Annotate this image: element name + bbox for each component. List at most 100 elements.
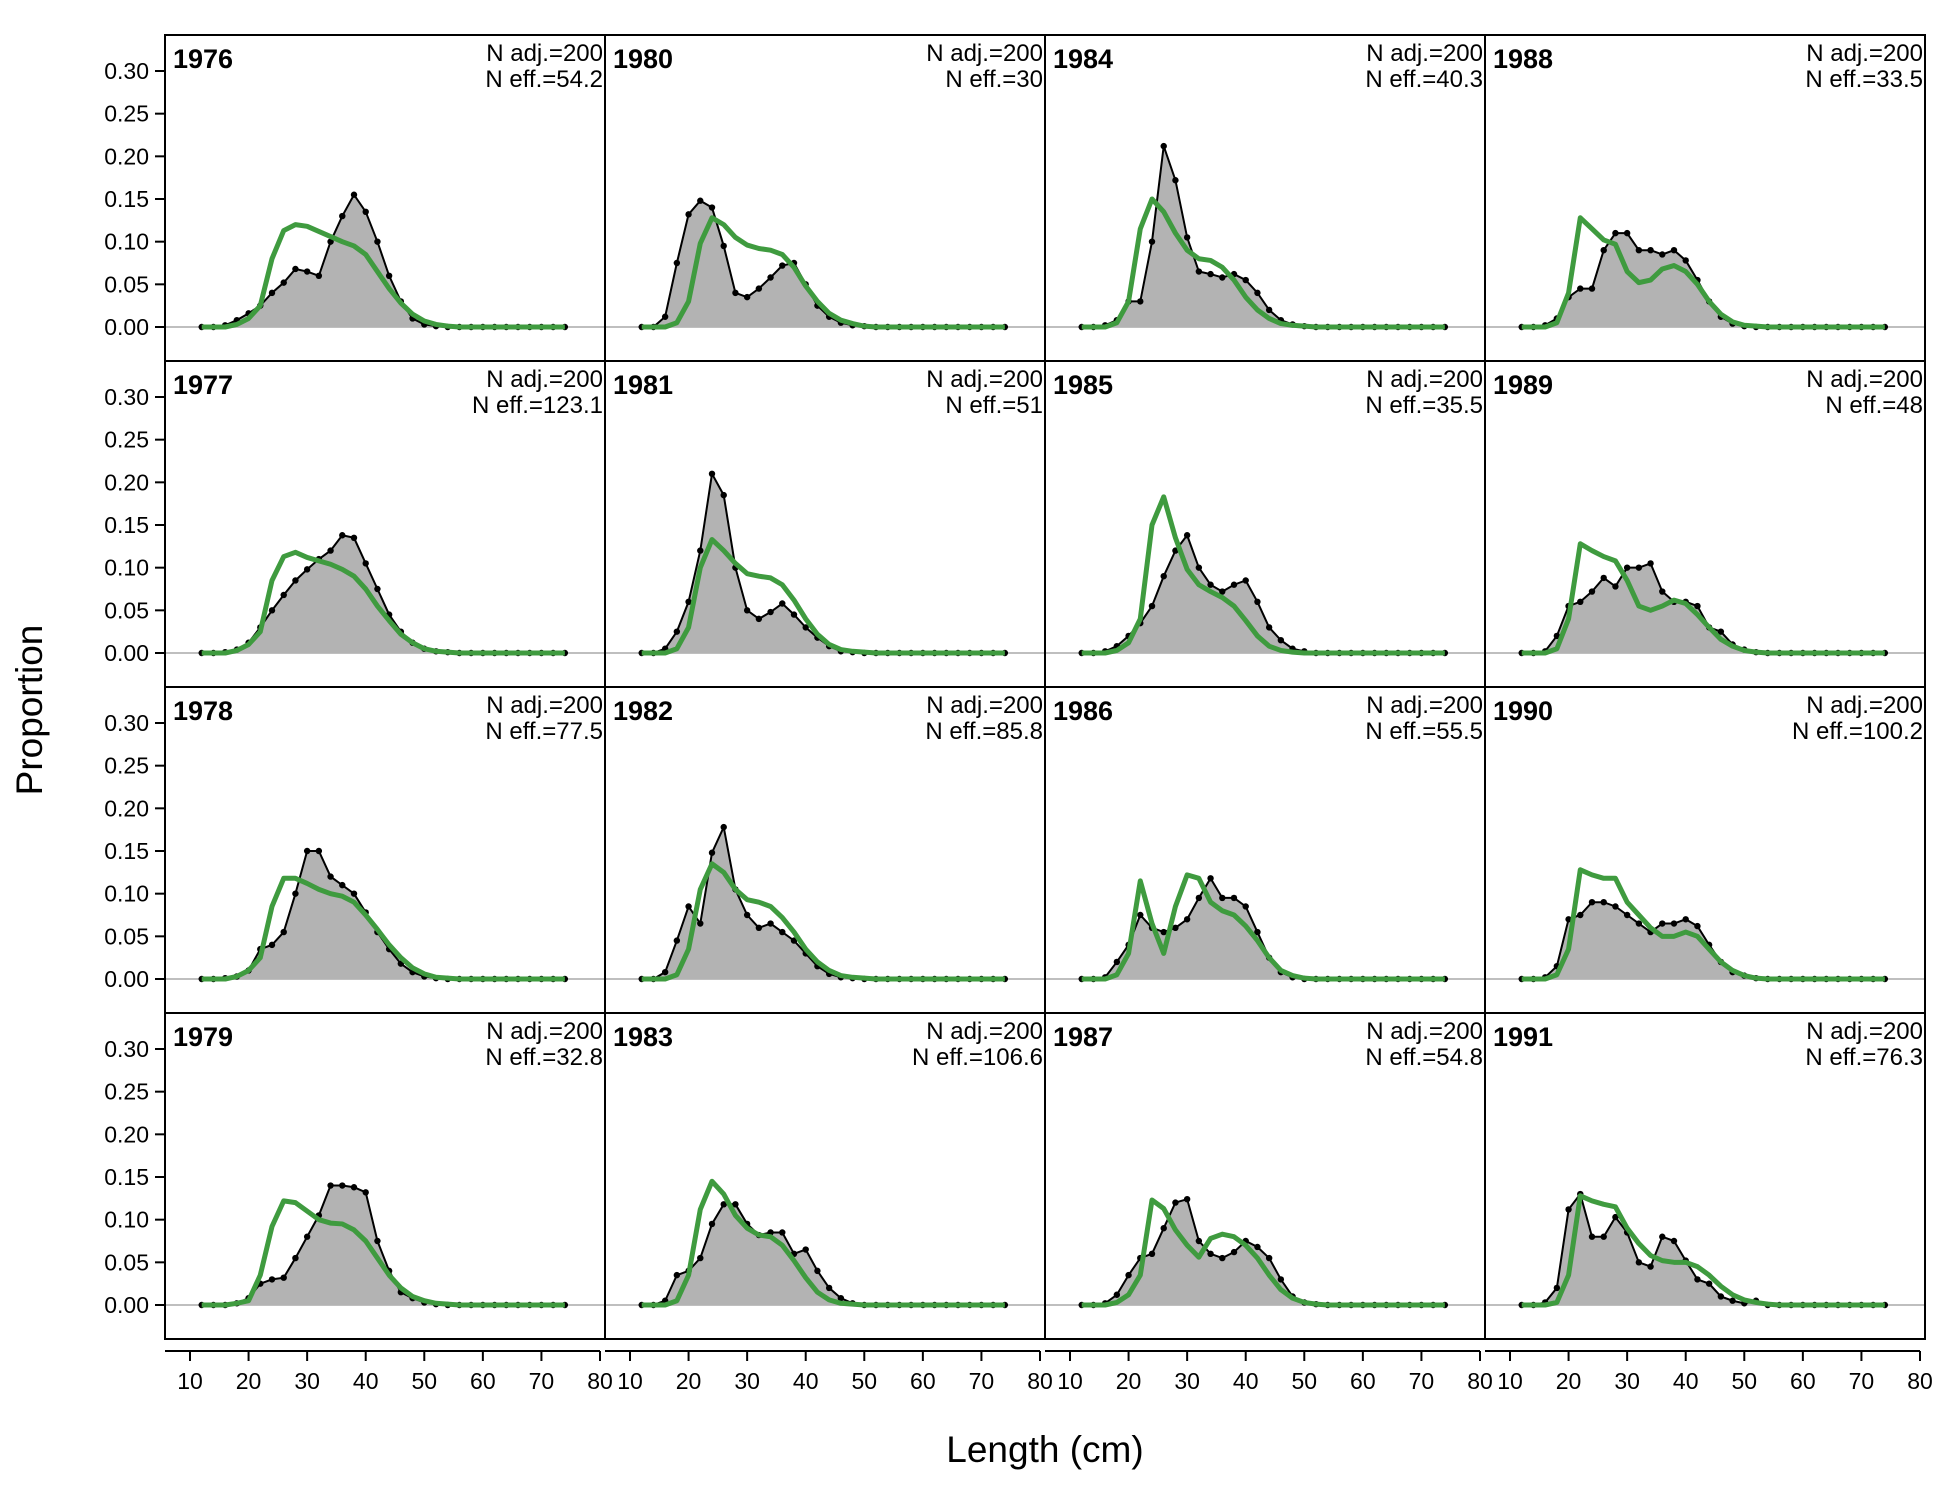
x-tick-label: 50 [851, 1368, 877, 1394]
observed-point [743, 911, 751, 919]
observed-point [1148, 602, 1156, 610]
observed-point [1600, 247, 1607, 254]
observed-area [641, 1204, 1005, 1305]
observed-point [1137, 298, 1144, 305]
y-tick-label: 0.30 [104, 1036, 149, 1062]
observed-area [1081, 146, 1445, 327]
observed-point [1183, 234, 1191, 241]
observed-point [814, 1267, 821, 1275]
panel-year-label: 1989 [1493, 370, 1553, 400]
x-tick-label: 30 [1174, 1368, 1200, 1394]
n-adj-label: N adj.=200 [1366, 40, 1483, 67]
observed-point [1647, 1263, 1654, 1270]
observed-point [1694, 922, 1701, 930]
n-eff-label: N eff.=55.5 [1365, 718, 1483, 745]
x-tick-label: 40 [793, 1368, 819, 1394]
observed-point [1219, 588, 1226, 595]
panel-year-label: 1985 [1053, 370, 1113, 400]
observed-point [374, 1237, 381, 1245]
observed-point [1207, 270, 1214, 278]
observed-point [755, 615, 763, 623]
observed-point [1195, 268, 1203, 275]
x-tick-label: 10 [1497, 1368, 1523, 1394]
observed-point [1207, 875, 1214, 882]
observed-point [1242, 276, 1249, 284]
panel-year-label: 1980 [613, 44, 673, 74]
observed-point [720, 1201, 727, 1208]
n-adj-label: N adj.=200 [1366, 366, 1483, 393]
expected-line [201, 875, 565, 982]
observed-point [1254, 289, 1261, 297]
observed-point [1265, 1254, 1273, 1262]
y-tick-label: 0.25 [104, 427, 149, 453]
observed-point [755, 924, 763, 931]
n-adj-label: N adj.=200 [1366, 1018, 1483, 1045]
observed-point [1219, 1254, 1226, 1262]
observed-area [1521, 1194, 1885, 1305]
observed-point [1183, 916, 1191, 923]
observed-point [720, 823, 727, 831]
observed-point [268, 941, 276, 949]
panel-year-label: 1986 [1053, 696, 1113, 726]
observed-point [268, 607, 276, 614]
observed-point [339, 212, 346, 220]
x-tick-label: 80 [1027, 1368, 1053, 1394]
y-tick-label: 0.00 [104, 1292, 149, 1318]
observed-point [1219, 894, 1226, 902]
observed-point [661, 313, 669, 320]
x-tick-label: 10 [1057, 1368, 1083, 1394]
observed-point [1588, 1233, 1596, 1240]
observed-line [1081, 145, 1445, 328]
x-tick-label: 80 [587, 1368, 613, 1394]
observed-point [1242, 577, 1249, 584]
x-tick-label: 20 [1556, 1368, 1582, 1394]
y-tick-label: 0.05 [104, 597, 149, 623]
y-tick-label: 0.25 [104, 753, 149, 779]
observed-point [1553, 1284, 1561, 1292]
panel-year-label: 1988 [1493, 44, 1553, 74]
expected-line [1081, 1197, 1445, 1308]
n-adj-label: N adj.=200 [1806, 366, 1923, 393]
y-tick-label: 0.00 [104, 640, 149, 666]
x-tick-label: 60 [1790, 1368, 1816, 1394]
observed-point [1670, 247, 1678, 254]
x-axis-title: Length (cm) [946, 1429, 1143, 1470]
n-adj-label: N adj.=200 [486, 40, 603, 67]
x-tick-label: 30 [734, 1368, 760, 1394]
observed-point [1137, 911, 1144, 919]
x-tick-label: 20 [1116, 1368, 1142, 1394]
observed-point [1635, 247, 1643, 254]
observed-point [1254, 1243, 1261, 1251]
observed-point [350, 890, 358, 897]
observed-point [743, 607, 751, 614]
observed-point [1670, 1237, 1678, 1245]
n-eff-label: N eff.=33.5 [1805, 66, 1923, 93]
observed-point [1623, 911, 1631, 919]
observed-point [802, 1246, 809, 1253]
observed-point [1612, 903, 1619, 910]
observed-area [201, 1185, 565, 1305]
y-tick-label: 0.00 [104, 314, 149, 340]
n-eff-label: N eff.=54.8 [1365, 1044, 1483, 1071]
panel-year-label: 1984 [1053, 44, 1113, 74]
y-tick-label: 0.05 [104, 1249, 149, 1275]
x-tick-label: 60 [1350, 1368, 1376, 1394]
axes-layer: 0.00 0.05 0.10 0.15 0.20 0.25 0.30 0.00 0.05 0.10… [104, 58, 1933, 1394]
observed-point [1577, 911, 1584, 919]
y-tick-label: 0.10 [104, 555, 149, 581]
observed-point [1682, 916, 1689, 923]
observed-point [673, 937, 681, 944]
expected-line [1521, 541, 1885, 656]
y-tick-label: 0.15 [104, 838, 149, 864]
observed-point [1565, 916, 1572, 923]
observed-point [303, 268, 311, 275]
x-tick-label: 50 [1731, 1368, 1757, 1394]
observed-point [1265, 624, 1273, 631]
observed-point [1183, 532, 1191, 539]
observed-point [708, 470, 716, 477]
